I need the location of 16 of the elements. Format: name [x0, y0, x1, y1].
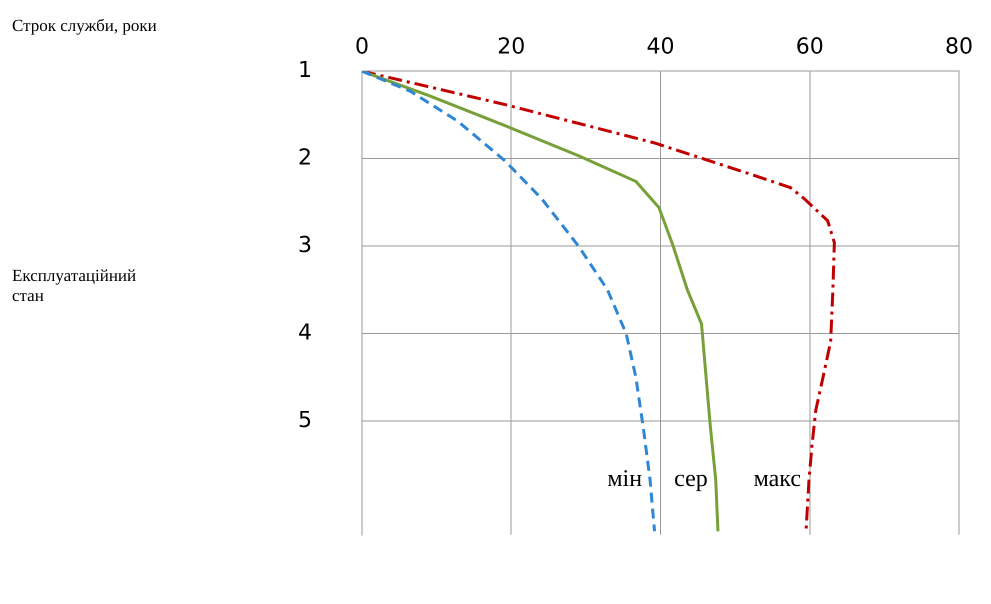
series-label: сер [674, 466, 708, 492]
line-series [362, 71, 656, 533]
x-tick-label: 0 [354, 34, 369, 60]
x-tick-label: 80 [945, 34, 974, 60]
y-tick-label: 4 [298, 320, 312, 346]
y-tick-label: 3 [298, 232, 312, 258]
text: Експлуатаційний стан [12, 266, 138, 306]
text: Строк служби, роки [12, 16, 158, 36]
y-tick-label: 2 [298, 145, 312, 170]
y-tick-label: 5 [298, 408, 312, 433]
series-label: макс [754, 466, 802, 492]
y-tick-label: 1 [298, 58, 312, 83]
series-label: мін [607, 466, 642, 492]
x-tick-label: 40 [646, 34, 674, 60]
x-tick-label: 20 [497, 34, 526, 60]
x-tick-label: 60 [796, 34, 824, 60]
